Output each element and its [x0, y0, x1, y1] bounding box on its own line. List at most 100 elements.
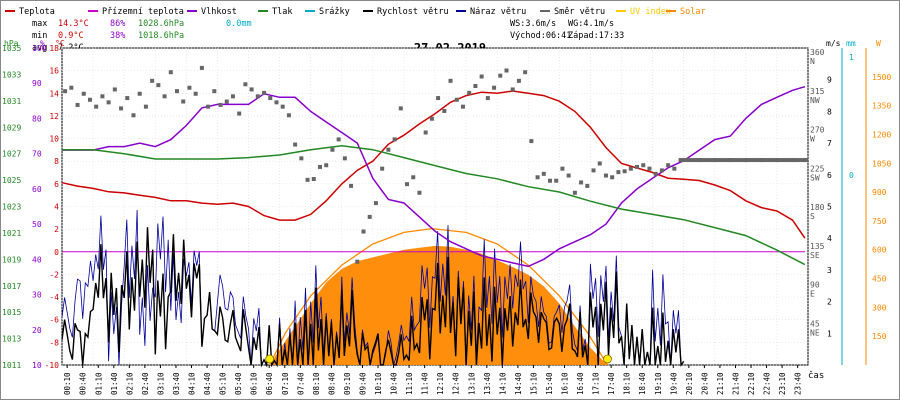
x-tick-label: 12:10: [436, 372, 445, 395]
wind-dir-point: [305, 177, 310, 182]
wind-dir-point: [392, 137, 397, 142]
wind-dir-point: [87, 97, 92, 102]
wind-dir-point: [106, 100, 111, 105]
temperature-tick: 4: [54, 203, 59, 212]
wind-dir-point: [436, 96, 441, 101]
wind-dir-point: [317, 164, 322, 169]
wind-dir-tick: 180: [810, 203, 825, 212]
temperature-tick: 14: [49, 89, 59, 98]
wind-speed-tick: 7: [827, 139, 832, 148]
temperature-tick: 0: [54, 248, 59, 257]
legend-label: Vlhkost: [201, 7, 237, 17]
wind-dir-point: [230, 94, 235, 99]
wind-dir-point: [199, 65, 204, 70]
wind-dir-label: E: [810, 290, 815, 299]
legend-label: Srážky: [319, 7, 350, 17]
wind-speed-line: [61, 227, 685, 368]
legend-label: Teplota: [19, 7, 55, 17]
humidity-tick: 70: [32, 150, 42, 159]
wind-dir-point: [541, 171, 546, 176]
sunrise-marker: [265, 354, 275, 364]
x-tick-label: 16:10: [561, 372, 570, 395]
wind-dir-point: [666, 163, 671, 168]
wind-speed-tick: 9: [827, 76, 832, 85]
pressure-unit: hPa: [4, 39, 19, 48]
wind-dir-point: [628, 166, 633, 171]
solar-tick: 600: [872, 246, 887, 255]
wind-dir-point: [603, 173, 608, 178]
sunset-time: Západ:17:33: [568, 31, 624, 41]
wind-dir-point: [635, 164, 640, 169]
wind-dir-point: [299, 156, 304, 161]
series-temperature: [61, 90, 806, 239]
x-tick-label: 21:40: [731, 372, 740, 395]
wind-dir-point: [566, 173, 571, 178]
wind-dir-point: [336, 137, 341, 142]
solar-tick: 450: [872, 275, 887, 284]
pressure-tick: 1029: [2, 123, 21, 132]
x-tick-label: 20:40: [700, 372, 709, 395]
pressure-tick: 1011: [2, 361, 21, 370]
solar-tick: 900: [872, 188, 887, 197]
solar-tick: 300: [872, 303, 887, 312]
wind-speed-tick: 4: [827, 234, 832, 243]
x-tick-label: 10:40: [390, 372, 399, 395]
wind-dir-steady: [680, 158, 808, 163]
wind-dir-point: [63, 89, 68, 94]
wind-dir-point: [504, 68, 509, 73]
x-tick-label: 08:40: [327, 372, 336, 395]
wind-dir-point: [460, 104, 465, 109]
wind-dir-label: SE: [810, 251, 820, 260]
legend-label: Solar: [680, 7, 706, 17]
wind-dir-point: [150, 78, 155, 83]
wind-dir-point: [659, 168, 664, 173]
stats-min-press: 1018.6hPa: [138, 31, 184, 41]
sunset-marker: [603, 354, 612, 364]
wind-speed-tick: 5: [827, 203, 832, 212]
pressure-tick: 1015: [2, 308, 21, 317]
wind-dir-tick: 270: [810, 126, 825, 135]
wind-dir-point: [510, 87, 515, 92]
wind-dir-point: [473, 84, 478, 88]
x-tick-label: 15:10: [529, 372, 538, 395]
wind-dir-point: [548, 178, 553, 183]
x-tick-label: 17:10: [592, 372, 601, 395]
legend-label: Směr větru: [554, 7, 605, 17]
x-tick-label: 16:40: [576, 372, 585, 395]
wind-dir-label: NW: [810, 96, 820, 105]
temperature-tick: -2: [49, 270, 59, 279]
wind-dir-point: [423, 130, 428, 135]
x-tick-label: 14:10: [498, 372, 507, 395]
wind-dir-point: [622, 169, 627, 174]
x-tick-label: 19:10: [654, 372, 663, 395]
stats-max-hum: 86%: [110, 19, 125, 29]
wind-dir-point: [398, 106, 403, 111]
stats-max-press: 1028.6hPa: [138, 19, 184, 29]
wind-dir-point: [81, 91, 86, 96]
humidity-tick: 20: [32, 326, 42, 335]
temperature-tick: 6: [54, 180, 59, 189]
wind-dir-point: [119, 106, 124, 111]
x-tick-label: 20:10: [685, 372, 694, 395]
wind-dir-point: [330, 147, 335, 152]
wind-speed-tick: 2: [827, 298, 832, 307]
solar-unit: W: [876, 39, 881, 48]
rain-tick: 0: [849, 171, 854, 180]
wind-dir-point: [442, 108, 447, 113]
wind-dir-point: [672, 166, 677, 171]
pressure-tick: 1021: [2, 229, 21, 238]
x-tick-label: 00:10: [63, 372, 72, 395]
x-tick-label: 08:10: [312, 372, 321, 395]
wind-dir-point: [523, 70, 528, 75]
temperature-tick: -10: [45, 361, 60, 370]
x-tick-label: 05:40: [234, 372, 243, 395]
x-tick-label: 01:40: [110, 372, 119, 395]
x-tick-label: 11:40: [421, 372, 430, 395]
x-tick-label: 03:40: [172, 372, 181, 395]
legend: Teplota Přízemní teplota Vlhkost Tlak Srážky…: [5, 7, 706, 17]
temperature-tick: 18: [49, 44, 59, 53]
wind-dir-tick: 360: [810, 48, 825, 57]
x-tick-label: 10:10: [374, 372, 383, 395]
wind-dir-point: [373, 201, 378, 206]
